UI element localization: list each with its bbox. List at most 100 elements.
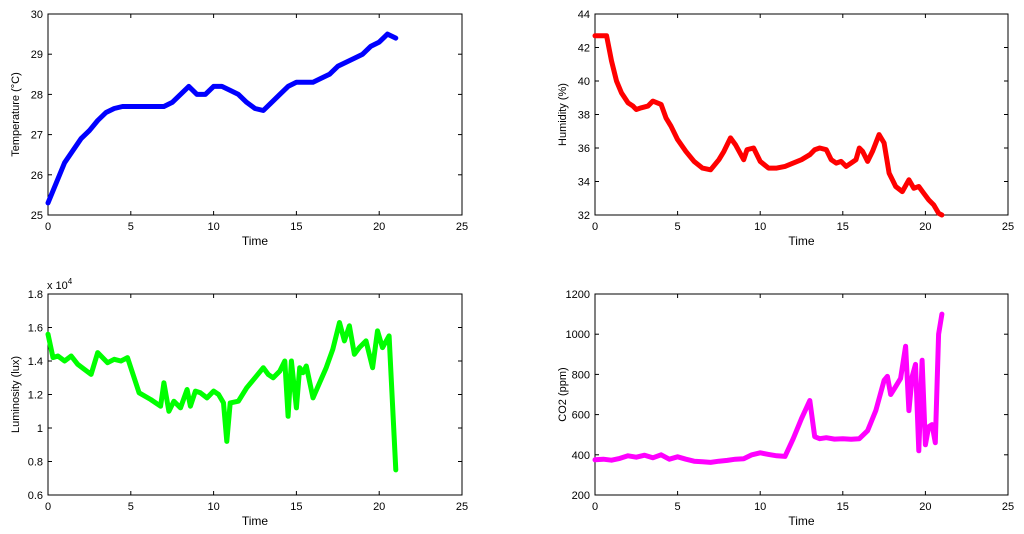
luminosity-data-point	[295, 407, 297, 409]
humidity-data-point	[895, 186, 897, 187]
luminosity-data-point	[218, 394, 220, 395]
temperature-data-point	[229, 89, 231, 91]
temperature-data-point	[80, 138, 82, 140]
temperature-data-point	[221, 85, 223, 87]
humidity-data-point	[730, 137, 731, 139]
luminosity-data-point	[284, 360, 286, 362]
humidity-y-tick-label: 34	[578, 177, 590, 189]
humidity-data-point	[627, 102, 629, 104]
temperature-plot-frame	[47, 13, 463, 216]
co2-data-point	[908, 410, 910, 412]
co2-data-point	[594, 459, 596, 461]
co2-data-point	[834, 438, 835, 440]
luminosity-data-point	[377, 330, 378, 332]
temperature-data-point	[237, 93, 239, 95]
humidity-data-point	[734, 144, 736, 146]
co2-data-point	[726, 459, 728, 461]
luminosity-data-point	[199, 392, 201, 394]
temperature-data-point	[345, 61, 347, 63]
co2-data-point	[895, 386, 897, 387]
temperature-y-tick-label: 29	[31, 49, 43, 61]
humidity-data-point	[862, 150, 864, 152]
humidity-x-axis-label: Time	[788, 234, 815, 248]
temperature-x-tick-label: 25	[456, 221, 468, 233]
co2-chart: 0 5 10 15 20 25 200 400 600 800 1000 1200 Time CO2 (p…	[557, 289, 1014, 528]
temperature-x-tick-label: 0	[45, 221, 51, 233]
luminosity-data-point	[279, 370, 281, 372]
temperature-data-point	[138, 106, 140, 107]
temperature-x-tick-label: 10	[207, 221, 219, 233]
luminosity-chart: 0 5 10 15 20 25 0.6 0.8 1 1.2 1.4 1.6 1.8 Time Luminos…	[10, 277, 468, 528]
humidity-data-point	[913, 187, 915, 189]
luminosity-data-point	[305, 365, 307, 367]
humidity-data-point	[845, 165, 847, 167]
luminosity-x-tick-label: 10	[207, 501, 219, 513]
luminosity-y-tick-label: 1.4	[28, 356, 43, 368]
humidity-y-tick-label: 44	[578, 9, 590, 21]
temperature-data-point	[171, 101, 173, 103]
luminosity-data-point	[83, 368, 85, 370]
humidity-data-point	[923, 192, 925, 194]
luminosity-series-line	[45, 320, 399, 473]
humidity-data-point	[840, 160, 842, 162]
temperature-data-point	[320, 77, 322, 79]
humidity-data-point	[665, 117, 667, 119]
co2-data-point	[693, 460, 695, 462]
temperature-data-point	[295, 81, 297, 83]
temperature-data-point	[64, 162, 66, 164]
temperature-y-axis-label: Temperature (°C)	[10, 72, 22, 156]
temperature-x-tick-label: 15	[290, 221, 302, 233]
humidity-data-point	[602, 35, 604, 37]
humidity-data-point	[620, 92, 622, 94]
luminosity-data-point	[223, 402, 224, 404]
co2-data-point	[644, 454, 646, 456]
humidity-y-axis-label: Humidity (%)	[557, 83, 569, 146]
temperature-data-point	[254, 108, 256, 109]
co2-data-point	[768, 453, 769, 455]
co2-data-point	[801, 418, 802, 420]
humidity-x-tick-label: 25	[1002, 221, 1014, 233]
temperature-data-point	[105, 112, 107, 113]
co2-y-tick-label: 1000	[566, 329, 590, 341]
co2-x-tick-label: 25	[1002, 501, 1014, 513]
luminosity-y-axis-label: Luminosity (lux)	[10, 356, 22, 433]
humidity-data-point	[743, 159, 745, 161]
co2-data-point	[883, 379, 885, 381]
temperature-data-point	[47, 202, 49, 204]
humidity-data-point	[677, 139, 679, 141]
temperature-data-point	[163, 106, 165, 107]
luminosity-data-point	[254, 377, 256, 379]
temperature-chart: 0 5 10 15 20 25 25 26 27 28 29 30 Time Temperature (°…	[10, 9, 468, 248]
temperature-data-point	[370, 45, 372, 47]
co2-data-point	[701, 461, 703, 463]
luminosity-data-point	[90, 373, 92, 375]
humidity-data-point	[670, 125, 672, 127]
humidity-x-tick-label: 10	[754, 221, 766, 233]
humidity-data-point	[814, 149, 816, 151]
luminosity-x-axis-label: Time	[242, 514, 269, 528]
luminosity-data-point	[319, 382, 321, 384]
luminosity-data-point	[299, 367, 301, 369]
co2-y-tick-label: 600	[572, 410, 590, 422]
humidity-data-point	[594, 35, 596, 37]
co2-series-line	[592, 311, 945, 465]
luminosity-data-point	[97, 352, 99, 354]
temperature-data-point	[130, 106, 132, 107]
humidity-data-point	[792, 162, 794, 164]
temperature-data-point	[271, 101, 273, 103]
humidity-data-point	[611, 60, 612, 62]
temperature-data-point	[387, 33, 388, 35]
luminosity-y-tick-label: 1.8	[28, 289, 43, 301]
luminosity-data-point	[206, 397, 208, 399]
luminosity-data-point	[77, 363, 79, 365]
co2-data-point	[850, 438, 852, 440]
luminosity-data-point	[226, 440, 228, 442]
temperature-data-point	[304, 81, 306, 83]
temperature-data-point	[72, 150, 74, 152]
humidity-x-tick-label: 20	[919, 221, 931, 233]
luminosity-data-point	[127, 357, 128, 359]
humidity-data-point	[858, 147, 860, 149]
temperature-data-point	[204, 93, 206, 95]
co2-x-tick-label: 20	[919, 501, 931, 513]
